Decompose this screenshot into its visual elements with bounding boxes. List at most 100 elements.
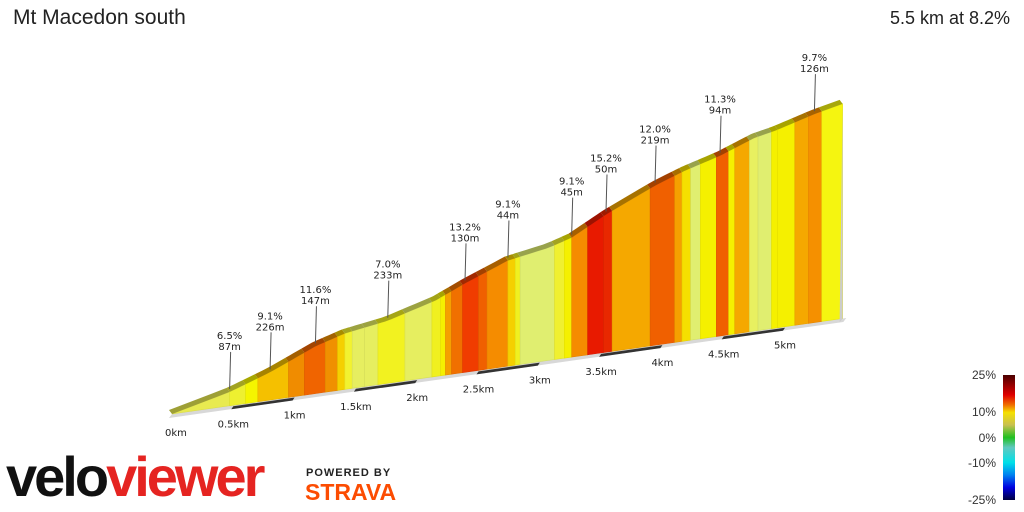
segment-top-surface: [774, 118, 795, 130]
profile-end-face: [839, 103, 843, 323]
annotation-leader-line: [719, 115, 722, 153]
segment-top-surface: [746, 132, 759, 141]
segment-top-surface: [600, 206, 613, 217]
x-tick-label: 4.5km: [708, 349, 739, 360]
distance-band: [353, 380, 418, 392]
veloviewer-logo[interactable]: veloviewer: [6, 445, 265, 508]
gradient-segment: [821, 103, 843, 322]
gradient-segment: [478, 271, 488, 371]
gradient-segment: [324, 336, 338, 393]
gradient-segment: [440, 294, 446, 377]
gradient-segment: [749, 136, 759, 333]
segment-top-surface: [697, 153, 717, 165]
x-tick-label: 3.5km: [585, 367, 616, 378]
segment-top-surface: [561, 233, 572, 241]
annotation-length: 226m: [256, 322, 285, 333]
segment-top-surface: [242, 374, 258, 385]
distance-band: [599, 345, 663, 357]
gradient-segment: [690, 163, 701, 341]
annotation-leader-line: [229, 351, 232, 389]
distance-band: [721, 327, 785, 340]
gradient-segment: [674, 171, 683, 343]
segment-top-surface: [301, 337, 326, 353]
x-tick-label: 1.5km: [340, 402, 371, 413]
segment-top-surface: [442, 287, 452, 295]
segment-top-surface: [226, 380, 246, 392]
annotation-length: 126m: [800, 64, 829, 75]
segment-top-surface: [448, 280, 463, 292]
segment-top-surface: [475, 267, 488, 277]
segment-top-surface: [713, 147, 729, 158]
annotation-leader-line: [605, 174, 608, 212]
segment-top-surface: [687, 160, 701, 169]
annotation-gradient: 12.0%: [639, 125, 671, 136]
x-tick-label: 2.5km: [463, 384, 494, 395]
annotation-leader-line: [654, 145, 657, 183]
logo-part-velo: velo: [6, 445, 109, 508]
colorbar-label: 10%: [971, 405, 996, 419]
strava-logo[interactable]: STRAVA: [305, 479, 397, 505]
gradient-segment: [344, 330, 353, 390]
x-tick-label: 2km: [406, 393, 428, 404]
annotation-gradient: 9.1%: [559, 177, 584, 188]
gradient-segment: [337, 332, 346, 391]
segment-top-surface: [755, 127, 772, 137]
gradient-segment: [587, 215, 604, 356]
annotation-length: 94m: [709, 106, 731, 117]
gradient-segment: [462, 275, 479, 373]
gradient-segment: [571, 226, 588, 358]
segment-top-surface: [401, 298, 432, 314]
segment-top-surface: [517, 241, 555, 257]
segment-top-surface: [285, 348, 305, 362]
distance-band: [476, 362, 540, 375]
gradient-segment: [519, 244, 555, 365]
annotation-length: 50m: [595, 165, 617, 176]
segment-top-surface: [322, 332, 338, 342]
segment-top-surface: [725, 144, 735, 152]
gradient-segment: [734, 139, 750, 335]
annotation-length: 44m: [497, 211, 519, 222]
x-tick-label: 0km: [165, 428, 187, 439]
annotation-gradient: 7.0%: [375, 260, 400, 271]
annotation-length: 233m: [373, 271, 402, 282]
annotation-gradient: 6.5%: [217, 331, 242, 342]
annotation-leader-line: [314, 306, 317, 344]
gradient-segment: [700, 156, 717, 340]
annotation-leader-line: [813, 74, 816, 112]
annotation-length: 45m: [560, 188, 582, 199]
segment-top-surface: [671, 168, 683, 176]
page-title: Mt Macedon south: [13, 6, 186, 29]
segment-top-surface: [512, 252, 521, 259]
gradient-segment: [486, 260, 509, 370]
climb-summary: 5.5 km at 8.2%: [889, 8, 1010, 28]
annotation-length: 87m: [218, 342, 240, 353]
annotation-gradient: 9.1%: [257, 311, 282, 322]
segment-top-surface: [647, 171, 675, 189]
logo-part-viewer: viewer: [106, 445, 265, 508]
segment-top-surface: [584, 212, 604, 227]
segment-top-surface: [437, 290, 446, 298]
segment-top-surface: [254, 357, 289, 379]
annotation-leader-line: [269, 332, 272, 370]
colorbar-label: -25%: [967, 493, 996, 507]
gradient-segment: [649, 175, 675, 347]
gradient-segment: [364, 323, 379, 387]
annotation-leader-line: [387, 280, 390, 318]
x-tick-label: 1km: [284, 411, 306, 422]
segment-top-surface: [374, 309, 405, 324]
gradient-segment: [777, 121, 796, 329]
annotation-gradient: 9.7%: [802, 53, 827, 64]
gradient-segment: [554, 240, 565, 360]
gradient-segment: [564, 237, 572, 359]
segment-top-surface: [768, 125, 778, 132]
annotation-gradient: 15.2%: [590, 154, 622, 165]
x-tick-label: 4km: [651, 358, 673, 369]
segment-top-surface: [349, 323, 365, 332]
annotation-leader-line: [464, 243, 467, 281]
gradient-segment: [794, 116, 809, 326]
gradient-segment: [445, 290, 452, 376]
segment-top-surface: [428, 293, 441, 303]
annotation-length: 130m: [451, 233, 480, 244]
gradient-segment: [807, 110, 823, 324]
